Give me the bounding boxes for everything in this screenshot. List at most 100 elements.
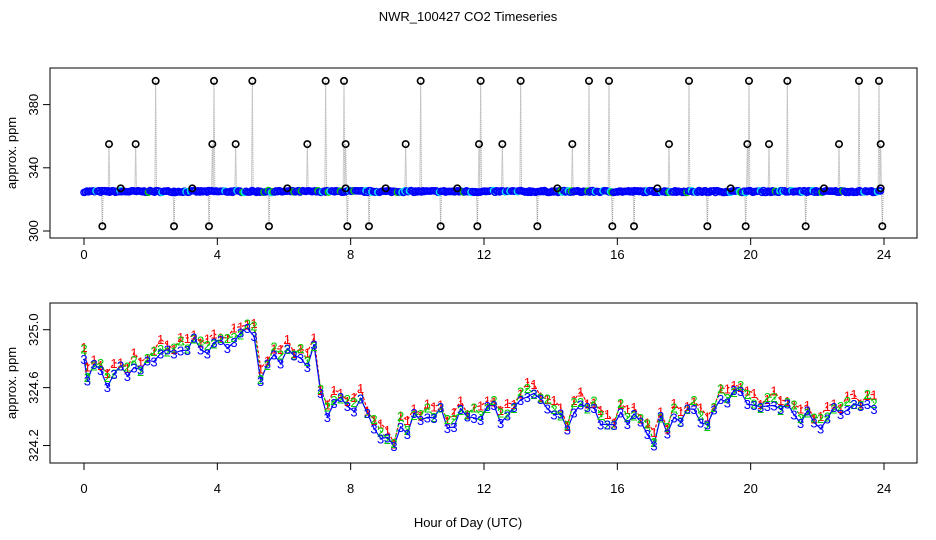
series-marker-1: 1	[844, 388, 851, 403]
series-marker-3: 3	[730, 383, 737, 398]
top-spike-point-mid	[474, 140, 483, 149]
series-marker-1: 1	[817, 409, 824, 424]
series-marker-1: 1	[750, 386, 757, 401]
bottom-x-tick-label: 16	[610, 481, 624, 496]
top-grey-spike-mid	[306, 144, 309, 192]
series-marker-3: 3	[430, 411, 437, 426]
series-marker-2: 2	[444, 412, 451, 427]
series-marker-3: 3	[344, 399, 351, 414]
top-grey-spike-low	[346, 191, 349, 227]
series-marker-2: 2	[80, 341, 87, 356]
top-bump-point	[381, 184, 390, 193]
series-marker-2: 2	[504, 407, 511, 422]
top-spike-point-mid	[743, 140, 752, 149]
series-marker-1: 1	[450, 405, 457, 420]
series-marker-3: 3	[704, 418, 711, 433]
series-marker-1: 1	[217, 330, 224, 345]
top-grey-spike-low	[476, 191, 479, 227]
top-bump-point	[453, 184, 462, 193]
series-marker-2: 2	[170, 340, 177, 355]
series-marker-3: 3	[84, 373, 91, 388]
series-marker-3: 3	[104, 380, 111, 395]
series-marker-2: 2	[777, 403, 784, 418]
top-bump-point	[553, 184, 562, 193]
series-marker-3: 3	[684, 402, 691, 417]
series-marker-2: 2	[530, 387, 537, 402]
series-marker-3: 3	[870, 402, 877, 417]
series-marker-2: 2	[337, 392, 344, 407]
series-marker-2: 2	[84, 370, 91, 385]
series-marker-3: 3	[90, 357, 97, 372]
series-marker-1: 1	[657, 405, 664, 420]
series-marker-1: 1	[564, 419, 571, 434]
series-marker-1: 1	[730, 378, 737, 393]
series-marker-3: 3	[604, 417, 611, 432]
series-marker-3: 3	[337, 390, 344, 405]
series-marker-3: 3	[324, 410, 331, 425]
series-marker-3: 3	[624, 417, 631, 432]
series-marker-3: 3	[710, 403, 717, 418]
series-marker-2: 2	[804, 406, 811, 421]
top-spike-point-high	[321, 76, 330, 85]
series-marker-2: 2	[304, 354, 311, 369]
series-marker-2: 2	[544, 392, 551, 407]
series-marker-1: 1	[170, 342, 177, 357]
series-marker-1: 1	[497, 403, 504, 418]
series-marker-2: 2	[624, 410, 631, 425]
series-marker-3: 3	[557, 407, 564, 422]
series-marker-2: 2	[584, 402, 591, 417]
series-marker-3: 3	[690, 402, 697, 417]
series-marker-2: 2	[270, 340, 277, 355]
series-marker-3: 3	[697, 416, 704, 431]
series-marker-2: 2	[510, 401, 517, 416]
series-marker-1: 1	[550, 393, 557, 408]
series-marker-3: 3	[424, 410, 431, 425]
top-spike-point-mid	[664, 140, 673, 149]
top-spike-point-mid	[303, 140, 312, 149]
series-marker-2: 2	[264, 358, 271, 373]
series-marker-1: 1	[597, 403, 604, 418]
top-grey-spike-high	[342, 80, 346, 192]
x-axis-label: Hour of Day (UTC)	[414, 515, 522, 530]
series-marker-1: 1	[710, 400, 717, 415]
series-marker-2: 2	[557, 409, 564, 424]
series-marker-1: 1	[737, 380, 744, 395]
series-marker-2: 2	[677, 414, 684, 429]
series-marker-3: 3	[397, 420, 404, 435]
top-grey-spike-low	[101, 191, 104, 227]
series-marker-3: 3	[677, 415, 684, 430]
series-marker-3: 3	[184, 343, 191, 358]
series-marker-1: 1	[790, 398, 797, 413]
series-marker-1: 1	[870, 387, 877, 402]
top-spike-point-low	[436, 222, 445, 231]
series-marker-2: 2	[650, 435, 657, 450]
series-marker-1: 1	[297, 342, 304, 357]
top-spike-point-high	[476, 76, 485, 85]
top-grey-spike-low	[267, 191, 271, 227]
series-marker-2: 2	[517, 384, 524, 399]
top-spike-point-mid	[105, 140, 114, 149]
series-marker-3: 3	[764, 399, 771, 414]
series-marker-2: 2	[750, 397, 757, 412]
series-marker-3: 3	[504, 408, 511, 423]
top-bump-point	[283, 184, 292, 193]
series-marker-1: 1	[517, 386, 524, 401]
top-spike-point-mid	[401, 140, 410, 149]
top-x-tick-label: 0	[80, 247, 87, 262]
series-marker-3: 3	[80, 352, 87, 367]
series-marker-2: 2	[830, 401, 837, 416]
top-spike-point-high	[604, 76, 613, 85]
series-marker-2: 2	[450, 412, 457, 427]
top-grey-spike-high	[687, 80, 691, 192]
series-marker-3: 3	[117, 358, 124, 373]
series-marker-1: 1	[557, 400, 564, 415]
series-marker-3: 3	[637, 415, 644, 430]
series-marker-3: 3	[610, 418, 617, 433]
series-marker-1: 1	[824, 399, 831, 414]
series-marker-2: 2	[150, 344, 157, 359]
top-grey-spike-mid	[571, 144, 574, 192]
series-marker-3: 3	[797, 416, 804, 431]
top-spike-point-low	[741, 222, 750, 231]
top-spike-point-high	[248, 76, 257, 85]
series-marker-1: 1	[410, 402, 417, 417]
